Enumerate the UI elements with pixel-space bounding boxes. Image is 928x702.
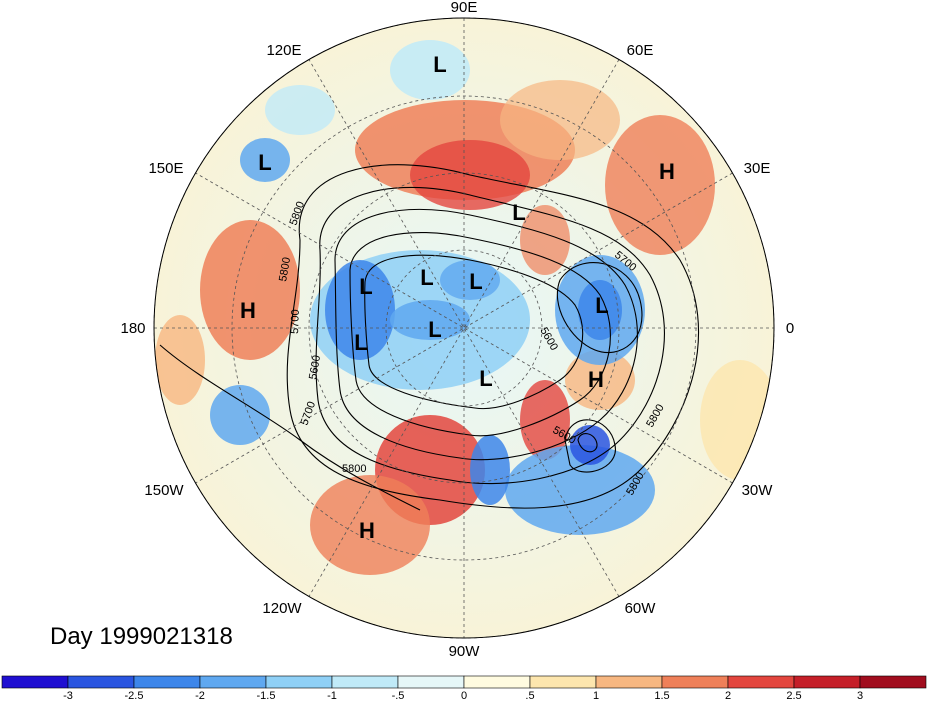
colorbar-tick-label: -2.5	[125, 690, 144, 702]
high-center: H	[359, 518, 375, 543]
lon-label-60w: 60W	[625, 600, 657, 617]
contour-label: 5600	[307, 354, 323, 380]
colorbar-tick-label: -3	[63, 690, 73, 702]
longitude-labels: 90E 60E 30E 0 30W 60W 90W 120W 150W 180 …	[120, 0, 794, 660]
colorbar-tick-label: 3	[857, 690, 863, 702]
contour-label: 5800	[277, 256, 293, 282]
colorbar-swatch	[265, 675, 333, 689]
anomaly-shading	[155, 40, 774, 575]
colorbar-tick-label: 0	[461, 690, 467, 702]
colorbar-tick-label: -.5	[392, 690, 405, 702]
low-center: L	[359, 274, 372, 299]
colorbar-swatch	[1, 675, 69, 689]
low-center: L	[595, 293, 608, 318]
lon-label-150e: 150E	[148, 160, 183, 177]
colorbar-tick-label: .5	[525, 690, 534, 702]
lon-label-90w: 90W	[449, 643, 481, 660]
lon-label-30e: 30E	[744, 160, 771, 177]
colorbar-swatch	[463, 675, 531, 689]
colorbar-swatch	[529, 675, 597, 689]
low-center: L	[433, 52, 446, 77]
low-center: L	[479, 366, 492, 391]
globe-outline	[153, 17, 775, 639]
colorbar-swatch	[661, 675, 729, 689]
lon-label-120e: 120E	[266, 42, 301, 59]
colorbar-tick-label: 2	[725, 690, 731, 702]
contour-label: 5700	[289, 309, 302, 334]
low-center: L	[512, 200, 525, 225]
colorbar-tick-label: -1.5	[257, 690, 276, 702]
colorbar-swatch	[199, 675, 267, 689]
colorbar-swatch	[859, 675, 927, 689]
colorbar-swatch	[793, 675, 861, 689]
contour-label: 5800	[342, 463, 366, 475]
colorbar-tick-label: -2	[195, 690, 205, 702]
lon-label-60e: 60E	[627, 42, 654, 59]
high-center: H	[240, 298, 256, 323]
colorbar-tick-label: 2.5	[786, 690, 801, 702]
low-center: L	[428, 317, 441, 342]
lon-label-180: 180	[120, 320, 145, 337]
colorbar-swatch	[397, 675, 465, 689]
colorbar-swatch	[727, 675, 795, 689]
lon-label-0: 0	[786, 320, 794, 337]
lon-label-30w: 30W	[742, 482, 774, 499]
lon-label-90e: 90E	[451, 0, 478, 16]
low-center: L	[354, 330, 367, 355]
lon-label-150w: 150W	[144, 482, 184, 499]
high-center: H	[588, 367, 604, 392]
colorbar-tick-label: -1	[327, 690, 337, 702]
lon-label-120w: 120W	[262, 600, 302, 617]
low-center: L	[258, 150, 271, 175]
colorbar-swatch	[595, 675, 663, 689]
colorbar-swatch	[133, 675, 201, 689]
high-center: H	[659, 159, 675, 184]
day-label: Day 1999021318	[50, 623, 233, 650]
colorbar-swatch	[67, 675, 135, 689]
colorbar-tick-label: 1	[593, 690, 599, 702]
low-center: L	[420, 265, 433, 290]
low-center: L	[469, 269, 482, 294]
colorbar: -3 -2.5 -2 -1.5 -1 -.5 0 .5 1 1.5 2 2.5 3	[1, 675, 927, 702]
colorbar-swatch	[331, 675, 399, 689]
pressure-centers: L L H L H L L L L L L H L H	[240, 52, 675, 543]
colorbar-tick-label: 1.5	[654, 690, 669, 702]
